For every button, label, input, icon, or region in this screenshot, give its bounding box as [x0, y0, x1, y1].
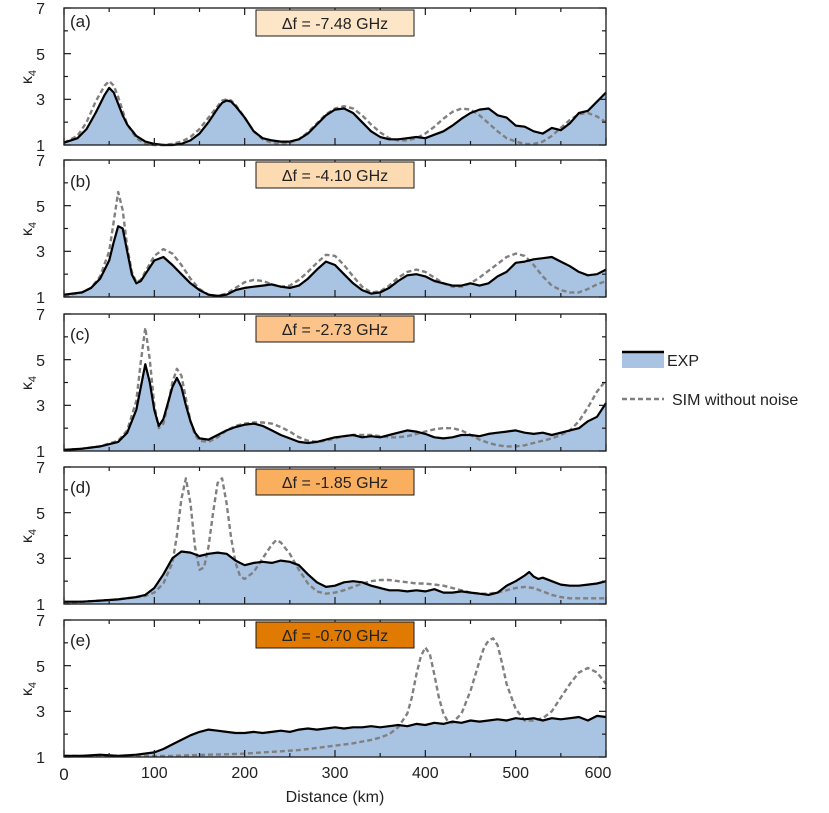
ticks-c — [63, 313, 607, 452]
y-tick-label-1-c: 1 — [36, 444, 45, 461]
panel-label-a: (a) — [70, 12, 91, 31]
ticks-d — [63, 466, 607, 605]
detuning-tag-box-d — [255, 468, 415, 496]
panel-e: (e) Δf = -0.70 GHz 1 3 5 7 κ4 — [19, 613, 607, 767]
detuning-tag-box-e — [255, 621, 415, 649]
detuning-tag-d: Δf = -1.85 GHz — [282, 475, 388, 492]
x-tick-label-400: 400 — [412, 765, 439, 782]
exp-line-d — [64, 550, 607, 603]
exp-line-e — [64, 714, 607, 757]
y-tick-label-5-a: 5 — [36, 47, 45, 64]
panel-label-c: (c) — [70, 325, 90, 344]
detuning-tag-a: Δf = -7.48 GHz — [282, 16, 388, 33]
plot-area-a — [63, 79, 607, 147]
panel-label-e: (e) — [70, 631, 91, 650]
exp-line-c — [63, 363, 607, 451]
panel-label-b: (b) — [70, 172, 91, 191]
detuning-tag-e: Δf = -0.70 GHz — [282, 628, 388, 645]
exp-area-a — [64, 87, 606, 145]
y-tick-label-1-d: 1 — [36, 597, 45, 614]
detuning-tag-box-b — [255, 161, 415, 189]
y-tick-label-7-c: 7 — [36, 307, 45, 324]
panel-label-d: (d) — [70, 478, 91, 497]
panel-d: (d) Δf = -1.85 GHz 1 3 5 7 κ4 — [19, 460, 607, 614]
panel-c: (c) Δf = -2.73 GHz 1 3 5 7 κ4 — [19, 307, 607, 461]
x-tick-label-600: 600 — [585, 765, 612, 782]
x-tick-label-200: 200 — [231, 765, 258, 782]
y-tick-label-7-e: 7 — [36, 613, 45, 630]
sim-line-d — [63, 477, 606, 605]
legend-label-exp: EXP — [667, 353, 699, 370]
y-tick-label-1-a: 1 — [36, 138, 45, 155]
x-tick-label-300: 300 — [322, 765, 349, 782]
sim-line-e — [64, 637, 607, 758]
panel-b: (b) Δf = -4.10 GHz 1 3 5 7 κ4 — [19, 153, 607, 307]
y-tick-label-3-e: 3 — [36, 704, 45, 721]
y-tick-label-7-a: 7 — [36, 1, 45, 18]
x-tick-label-100: 100 — [141, 765, 168, 782]
y-tick-label-5-d: 5 — [36, 506, 45, 523]
y-tick-label-7-b: 7 — [36, 153, 45, 170]
x-axis-label: Distance (km) — [286, 789, 385, 806]
y-tick-label-1-b: 1 — [36, 290, 45, 307]
y-tick-label-3-a: 3 — [36, 92, 45, 109]
panel-a: (a) Δf = -7.48 GHz 1 3 5 7 κ4 — [19, 1, 607, 155]
detuning-tag-box-a — [255, 9, 415, 37]
x-axis: 0 100 200 300 400 500 600 Distance (km) — [59, 765, 611, 806]
y-tick-label-5-e: 5 — [36, 659, 45, 676]
exp-line-a — [63, 86, 607, 147]
y-tick-label-5-c: 5 — [36, 353, 45, 370]
y-tick-label-5-b: 5 — [36, 199, 45, 216]
y-tick-label-7-d: 7 — [36, 460, 45, 477]
ticks-a — [63, 7, 607, 146]
plot-area-d — [63, 477, 607, 605]
detuning-tag-c: Δf = -2.73 GHz — [282, 322, 388, 339]
y-tick-label-3-c: 3 — [36, 398, 45, 415]
y-tick-label-1-e: 1 — [36, 750, 45, 767]
legend: EXP SIM without noise — [622, 350, 798, 409]
y-tick-label-3-d: 3 — [36, 551, 45, 568]
y-axis-label-b: κ4 — [19, 222, 39, 236]
exp-line-b — [63, 225, 607, 297]
y-axis-label-c: κ4 — [19, 376, 39, 390]
exp-area-e — [64, 715, 606, 757]
y-tick-label-3-b: 3 — [36, 244, 45, 261]
y-axis-label-e: κ4 — [19, 682, 39, 696]
x-tick-label-0: 0 — [59, 765, 68, 784]
x-tick-label-500: 500 — [502, 765, 529, 782]
detuning-tag-box-c — [255, 315, 415, 343]
ticks-b — [63, 159, 607, 298]
detuning-tag-b: Δf = -4.10 GHz — [282, 168, 388, 185]
y-axis-label-d: κ4 — [19, 529, 39, 543]
legend-swatch-exp-fill — [622, 352, 664, 368]
plot-area-b — [63, 190, 607, 298]
exp-area-b — [64, 226, 606, 297]
y-axis-label-a: κ4 — [19, 70, 39, 84]
plot-area-c — [63, 326, 607, 452]
legend-label-sim: SIM without noise — [672, 392, 798, 409]
plot-area-e — [64, 637, 607, 758]
